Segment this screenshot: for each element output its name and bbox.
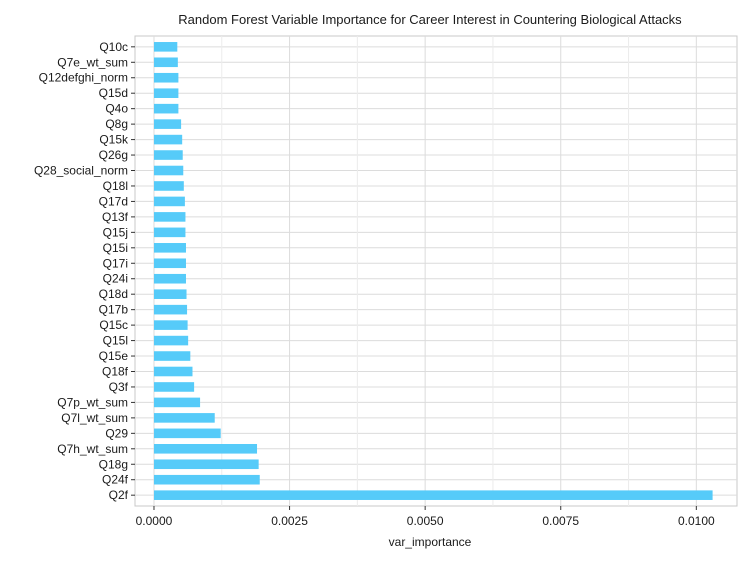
y-tick-label: Q8g xyxy=(105,117,128,131)
y-tick-label: Q18l xyxy=(103,179,128,193)
bar-Q15d xyxy=(153,88,179,98)
bar-Q7h_wt_sum xyxy=(153,444,258,454)
y-tick-label: Q26g xyxy=(99,148,128,162)
x-axis-ticks: 0.0000 0.0025 0.0050 0.0075 0.0100 xyxy=(136,506,715,528)
bar-Q12defghi_norm xyxy=(153,72,179,83)
y-tick-label: Q15l xyxy=(103,334,128,348)
bar-Q10c xyxy=(153,42,178,52)
x-tick-label: 0.0000 xyxy=(136,514,173,528)
y-tick-label: Q18d xyxy=(99,287,128,301)
y-tick-label: Q24i xyxy=(103,272,128,286)
bar-Q15e xyxy=(153,351,191,361)
x-axis-label: var_importance xyxy=(389,535,472,549)
y-tick-label: Q29 xyxy=(105,426,128,440)
bar-Q15i xyxy=(153,243,186,253)
y-tick-label: Q15k xyxy=(99,133,129,147)
bar-Q26g xyxy=(153,150,183,160)
y-tick-label: Q24f xyxy=(102,473,129,487)
y-tick-label: Q7p_wt_sum xyxy=(57,395,128,409)
x-tick-label: 0.0025 xyxy=(271,514,308,528)
x-tick-label: 0.0100 xyxy=(678,514,715,528)
bar-Q18d xyxy=(153,289,187,299)
bar-Q7e_wt_sum xyxy=(153,57,178,68)
bar-Q2f xyxy=(153,490,713,500)
y-tick-label: Q7e_wt_sum xyxy=(57,55,128,69)
y-tick-label: Q18g xyxy=(99,457,128,471)
y-tick-label: Q15d xyxy=(99,86,128,100)
bar-Q17i xyxy=(153,258,186,269)
y-tick-label: Q7l_wt_sum xyxy=(61,411,128,425)
y-tick-label: Q2f xyxy=(109,488,129,502)
grid-lines xyxy=(135,36,737,506)
y-tick-label: Q15j xyxy=(103,225,128,239)
y-tick-label: Q13f xyxy=(102,210,129,224)
bar-Q8g xyxy=(153,119,182,129)
y-tick-label: Q15i xyxy=(103,241,128,255)
chart-title: Random Forest Variable Importance for Ca… xyxy=(178,12,682,27)
plot-panel xyxy=(134,35,738,507)
y-tick-label: Q28_social_norm xyxy=(34,164,128,178)
bars xyxy=(153,42,713,500)
y-tick-label: Q12defghi_norm xyxy=(39,71,128,85)
y-tick-label: Q7h_wt_sum xyxy=(57,442,128,456)
y-tick-label: Q10c xyxy=(99,40,128,54)
y-tick-label: Q18f xyxy=(102,364,129,378)
bar-Q18l xyxy=(153,181,184,191)
bar-Q28_social_norm xyxy=(153,165,184,176)
bar-Q29 xyxy=(153,428,221,439)
bar-Q17b xyxy=(153,304,188,315)
bar-Q24f xyxy=(153,474,260,485)
y-tick-label: Q4o xyxy=(105,102,128,116)
y-tick-label: Q17b xyxy=(99,303,129,317)
bar-Q17d xyxy=(153,196,185,207)
bar-Q18g xyxy=(153,459,259,470)
y-tick-label: Q17i xyxy=(103,256,128,270)
bar-Q15l xyxy=(153,335,189,346)
y-tick-label: Q15c xyxy=(99,318,128,332)
y-tick-label: Q3f xyxy=(109,380,129,394)
bar-Q13f xyxy=(153,212,186,222)
bar-Q3f xyxy=(153,382,195,392)
y-tick-label: Q17d xyxy=(99,194,128,208)
y-tick-label: Q15e xyxy=(99,349,129,363)
bar-Q15j xyxy=(153,227,186,238)
x-tick-label: 0.0050 xyxy=(407,514,444,528)
bar-Q15c xyxy=(153,320,188,330)
bar-Q7l_wt_sum xyxy=(153,413,215,423)
bar-Q4o xyxy=(153,103,179,114)
bar-Q7p_wt_sum xyxy=(153,397,201,408)
bar-Q15k xyxy=(153,134,183,145)
bar-Q24i xyxy=(153,273,186,284)
x-tick-label: 0.0075 xyxy=(542,514,579,528)
bar-Q18f xyxy=(153,366,193,377)
